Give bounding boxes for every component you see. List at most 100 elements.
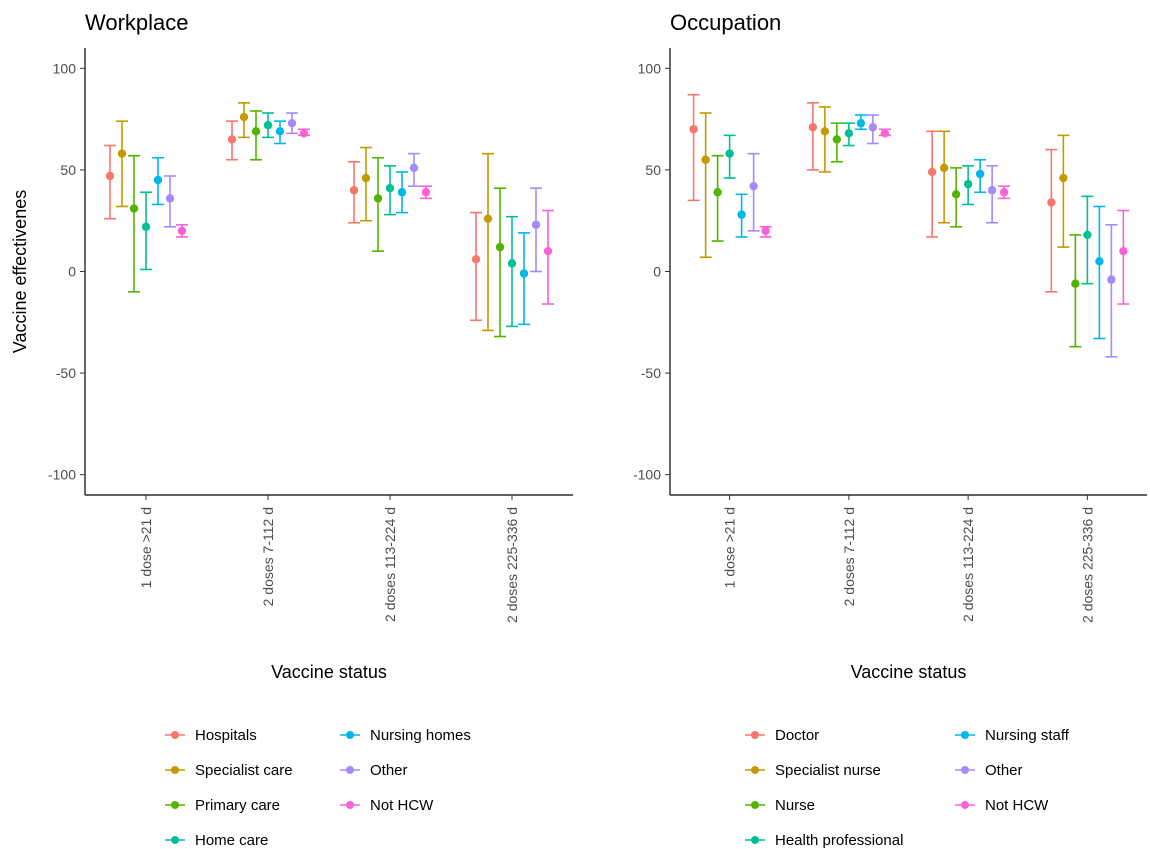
data-point xyxy=(820,127,830,136)
y-tick-label: 100 xyxy=(53,60,77,76)
data-point xyxy=(761,226,770,236)
legend-label: Health professional xyxy=(775,832,903,849)
data-point xyxy=(397,188,407,197)
data-point xyxy=(737,210,746,219)
legend-label: Other xyxy=(985,762,1023,779)
data-point xyxy=(507,259,517,268)
legend: Doctor Specialist nurse Nurse Health profes… xyxy=(745,727,1070,849)
y-axis-title: Vaccine effectivenes xyxy=(10,190,30,353)
x-axis-title: Vaccine status xyxy=(271,662,387,682)
data-point xyxy=(519,269,529,278)
data-point xyxy=(165,194,175,203)
data-point xyxy=(844,129,854,138)
data-point xyxy=(987,186,997,195)
legend-label: Other xyxy=(370,762,408,779)
data-point xyxy=(1047,198,1056,207)
y-tick-label: 50 xyxy=(60,162,76,178)
data-point xyxy=(421,188,431,197)
data-point xyxy=(263,121,273,130)
legend-key-point xyxy=(171,836,179,844)
data-point xyxy=(239,112,249,122)
data-point xyxy=(153,175,163,185)
data-point xyxy=(808,123,818,132)
data-point xyxy=(975,169,985,179)
legend-label: Not HCW xyxy=(985,797,1049,814)
x-tick-label: 1 dose >21 d xyxy=(722,507,738,588)
data-point xyxy=(385,183,395,193)
legend-key-point xyxy=(751,766,759,774)
panel-title: Occupation xyxy=(670,10,781,35)
data-point xyxy=(483,214,493,223)
legend-key-point xyxy=(171,731,179,739)
data-point xyxy=(275,127,285,136)
x-tick-label: 1 dose >21 d xyxy=(138,507,154,588)
y-tick-label: 0 xyxy=(653,264,661,280)
legend-key-point xyxy=(346,766,354,774)
data-point xyxy=(939,163,949,173)
x-tick-label: 2 doses 7-112 d xyxy=(841,507,857,606)
data-point xyxy=(1071,279,1080,288)
data-point xyxy=(299,129,309,138)
data-point xyxy=(117,149,127,158)
x-tick-label: 2 doses 7-112 d xyxy=(260,507,276,606)
legend-key-point xyxy=(961,801,969,809)
data-point xyxy=(832,135,842,144)
legend-key-point xyxy=(171,766,179,774)
legend-label: Home care xyxy=(195,832,268,849)
legend-key-point xyxy=(346,801,354,809)
legend-key-point xyxy=(751,801,759,809)
x-tick-label: 2 doses 225-336 d xyxy=(504,507,520,623)
legend-label: Nurse xyxy=(775,797,815,814)
legend-key-point xyxy=(346,731,354,739)
x-axis-title: Vaccine status xyxy=(851,662,967,682)
data-point xyxy=(1083,230,1092,240)
data-point xyxy=(927,167,937,177)
legend-label: Nursing homes xyxy=(370,727,471,744)
data-point xyxy=(951,190,961,199)
data-point xyxy=(1119,246,1128,256)
y-tick-label: 100 xyxy=(638,60,662,76)
data-point xyxy=(287,118,297,128)
data-point xyxy=(251,127,261,136)
legend-label: Specialist care xyxy=(195,762,293,779)
data-point xyxy=(141,222,151,231)
legend-label: Primary care xyxy=(195,797,280,814)
legend: Hospitals Specialist care Primary care Home… xyxy=(165,727,471,849)
data-point xyxy=(531,220,541,229)
legend-key-point xyxy=(961,766,969,774)
data-point xyxy=(471,255,481,264)
legend-label: Hospitals xyxy=(195,727,257,744)
x-tick-label: 2 doses 113-224 d xyxy=(960,507,976,622)
legend-key-point xyxy=(171,801,179,809)
data-point xyxy=(543,246,553,256)
data-point xyxy=(868,123,878,132)
legend-label: Doctor xyxy=(775,727,819,744)
data-point xyxy=(495,242,505,252)
data-point xyxy=(701,155,710,164)
data-point xyxy=(713,188,722,197)
legend-label: Not HCW xyxy=(370,797,434,814)
y-tick-label: -50 xyxy=(56,365,76,381)
y-tick-label: -100 xyxy=(633,467,661,483)
legend-key-point xyxy=(751,836,759,844)
data-point xyxy=(725,149,734,158)
data-point xyxy=(361,173,371,183)
y-tick-label: -50 xyxy=(641,365,661,381)
data-point xyxy=(689,125,698,134)
data-point xyxy=(373,194,383,203)
data-point xyxy=(880,129,890,138)
legend-label: Nursing staff xyxy=(985,727,1070,744)
data-point xyxy=(1095,257,1104,266)
chart-panel-2: Occupation 100 50 0 -50 -100 1 dose >21 d 2 dos… xyxy=(633,10,1147,849)
x-tick-label: 2 doses 113-224 d xyxy=(382,507,398,622)
data-point xyxy=(1059,173,1068,183)
data-point xyxy=(409,163,419,173)
panel-title: Workplace xyxy=(85,10,189,35)
data-point xyxy=(227,135,237,144)
data-point xyxy=(749,181,758,191)
data-point xyxy=(105,171,115,181)
y-tick-label: 0 xyxy=(68,264,76,280)
data-point xyxy=(129,204,139,213)
data-point xyxy=(1107,275,1116,284)
